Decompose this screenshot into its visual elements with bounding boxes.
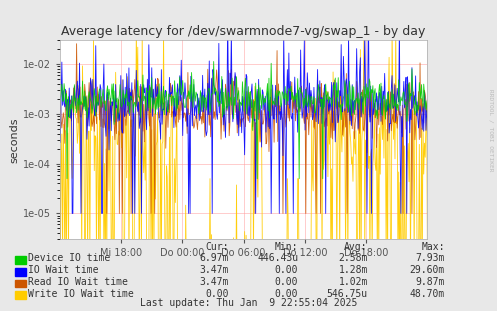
- Text: 7.93m: 7.93m: [415, 253, 445, 263]
- Text: 3.47m: 3.47m: [199, 265, 229, 275]
- Text: 2.58m: 2.58m: [338, 253, 368, 263]
- Text: Min:: Min:: [275, 242, 298, 252]
- Text: 29.60m: 29.60m: [410, 265, 445, 275]
- Y-axis label: seconds: seconds: [10, 117, 20, 163]
- Title: Average latency for /dev/swarmnode7-vg/swap_1 - by day: Average latency for /dev/swarmnode7-vg/s…: [61, 25, 426, 38]
- Text: 6.97m: 6.97m: [199, 253, 229, 263]
- Text: 3.47m: 3.47m: [199, 277, 229, 287]
- Text: 0.00: 0.00: [275, 289, 298, 299]
- Text: 446.43u: 446.43u: [257, 253, 298, 263]
- Text: 48.70m: 48.70m: [410, 289, 445, 299]
- Text: Last update: Thu Jan  9 22:55:04 2025: Last update: Thu Jan 9 22:55:04 2025: [140, 298, 357, 308]
- Text: Cur:: Cur:: [205, 242, 229, 252]
- Text: Write IO Wait time: Write IO Wait time: [28, 289, 134, 299]
- Text: 9.87m: 9.87m: [415, 277, 445, 287]
- Text: 0.00: 0.00: [275, 277, 298, 287]
- Text: IO Wait time: IO Wait time: [28, 265, 99, 275]
- Text: 546.75u: 546.75u: [327, 289, 368, 299]
- Text: Read IO Wait time: Read IO Wait time: [28, 277, 128, 287]
- Text: 1.28m: 1.28m: [338, 265, 368, 275]
- Text: Device IO time: Device IO time: [28, 253, 110, 263]
- Text: Avg:: Avg:: [344, 242, 368, 252]
- Text: 1.02m: 1.02m: [338, 277, 368, 287]
- Text: RRDTOOL / TOBI OETIKER: RRDTOOL / TOBI OETIKER: [489, 89, 494, 172]
- Text: Max:: Max:: [421, 242, 445, 252]
- Text: 0.00: 0.00: [205, 289, 229, 299]
- Text: 0.00: 0.00: [275, 265, 298, 275]
